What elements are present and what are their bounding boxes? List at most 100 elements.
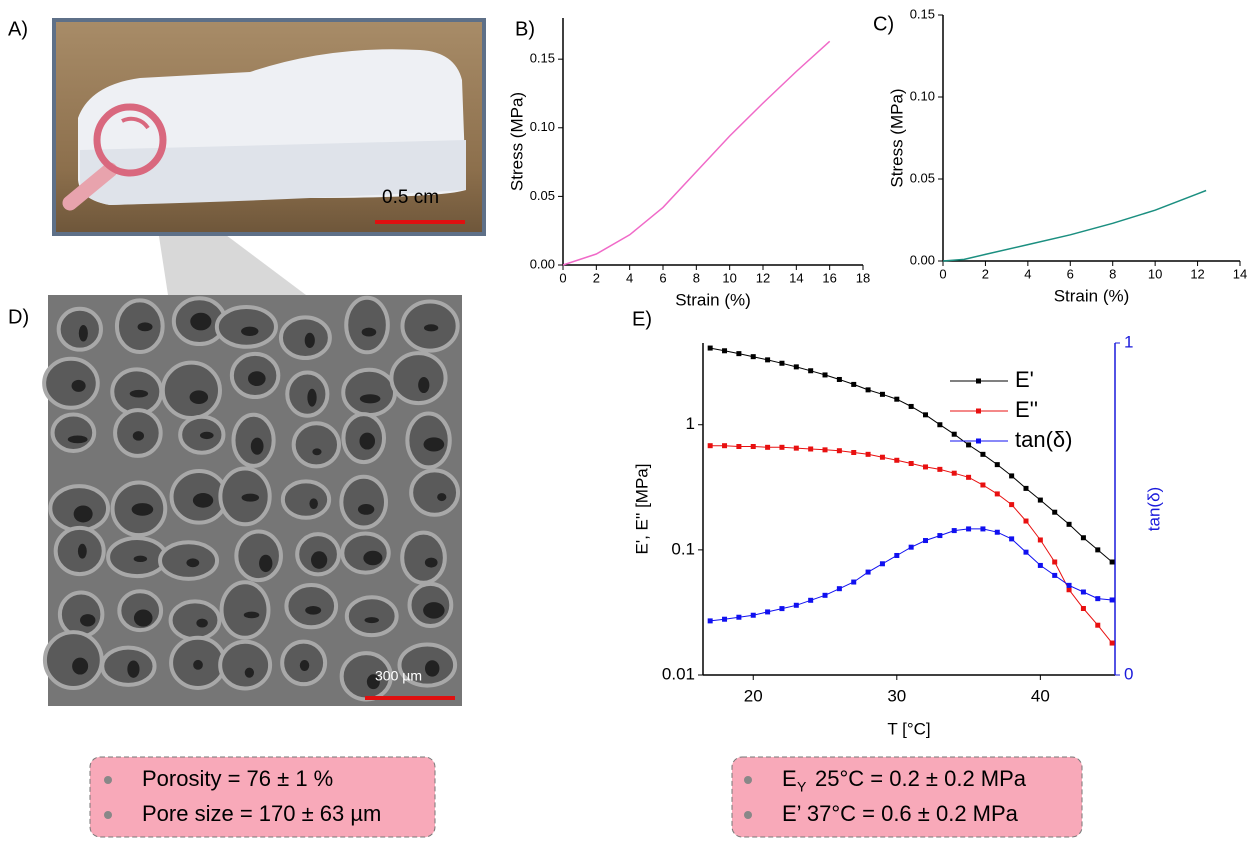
point [980,526,986,532]
y-tick-label: 0.10 [530,119,555,134]
point [923,538,929,544]
y-axis-label: Stress (MPa) [887,88,906,187]
legend-label: E'' [1015,397,1038,422]
point [1080,589,1086,595]
point [1037,537,1043,543]
point [1009,536,1015,542]
pore-hole [199,431,214,440]
legend-label: tan(δ) [1015,427,1072,452]
point [908,461,914,467]
pore-hole [129,389,149,398]
pore [400,530,447,585]
bullet [104,811,112,819]
legend-marker [976,438,981,444]
magnifier-glint [121,116,150,130]
pore-hole [311,551,328,569]
point [865,569,871,575]
point [894,396,900,402]
point [879,454,885,460]
pore-hole [190,312,212,331]
point [736,351,742,357]
pore-hole [131,503,154,516]
point [1095,596,1101,602]
magnifier-handle [62,162,118,211]
y2-axis-label: tan(δ) [1144,487,1163,531]
x-tick-label: 2 [982,266,989,281]
point [765,444,771,450]
point [707,345,713,351]
foam-shade [80,140,466,205]
y-tick-label: 1 [686,414,695,433]
panel-label: C) [873,13,894,35]
point [937,422,943,428]
y-tick-label: 0.10 [910,88,935,103]
point [793,445,799,451]
summary-item: E’ 37°C = 0.6 ± 0.2 MPa [782,801,1019,826]
point [994,529,1000,535]
point [779,606,785,612]
point [851,449,857,455]
series-line [710,445,1113,644]
point [865,387,871,393]
summary-box [89,756,436,838]
pore [218,639,273,691]
pore-hole [359,432,376,450]
point [937,466,943,472]
x-tick-label: 18 [856,270,870,285]
pore [284,583,339,630]
pore-hole [241,493,260,502]
point [750,354,756,360]
bullet [104,776,112,784]
x-tick-label: 10 [722,270,736,285]
point [865,451,871,457]
y-tick-label: 0.00 [910,252,935,267]
x-tick-label: 4 [626,270,633,285]
x-tick-label: 20 [744,686,763,705]
series-line [710,528,1113,622]
pore-hole [364,617,379,624]
point [1066,521,1072,527]
pore-hole [423,437,445,452]
y2-tick-label: 1 [1124,332,1133,351]
point [1009,473,1015,479]
y-tick-label: 0.15 [530,51,555,66]
pore-hole [366,674,380,690]
pore-hole [67,435,88,444]
pore [214,304,278,349]
y-tick-label: 0.05 [910,170,935,185]
x-tick-label: 14 [1233,266,1247,281]
pore-hole [137,322,153,332]
point [1109,597,1115,603]
point [966,474,972,480]
bullet [744,776,752,784]
pore [219,580,271,640]
y-axis-label: Stress (MPa) [507,92,526,191]
bullet [744,811,752,819]
panel-label: A) [8,18,28,40]
pore [389,351,448,406]
pore-hole [133,609,153,627]
point [1023,549,1029,555]
pore-hole [248,371,266,387]
y2-tick-label: 0 [1124,664,1133,683]
point [808,368,814,374]
pore [57,590,105,639]
summary-item: 25°C = 0.2 ± 0.2 MPa [815,766,1027,791]
point [1080,535,1086,541]
x-tick-label: 16 [822,270,836,285]
point [966,526,972,532]
point [1023,518,1029,524]
point [750,444,756,450]
point [707,618,713,624]
pore-hole [243,611,260,619]
summary-subscript: Y [797,779,807,795]
series-line [562,40,831,266]
pore-hole [299,660,310,671]
pore-hole [424,660,440,677]
pore [42,630,104,691]
summary-item: Porosity = 76 ± 1 % [142,766,333,791]
point [951,528,957,534]
point [1095,622,1101,628]
point [1052,572,1058,578]
sem-image [42,295,462,706]
